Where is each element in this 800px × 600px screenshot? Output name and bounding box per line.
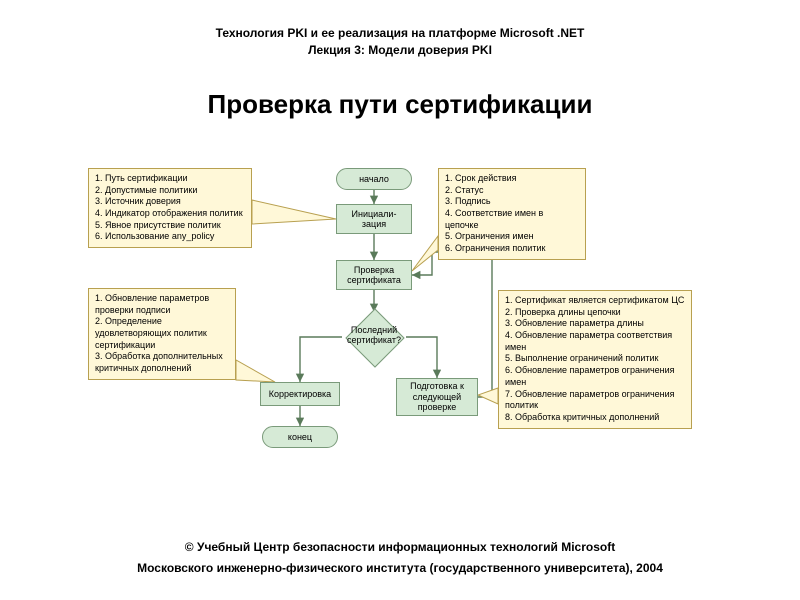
footer-line1: © Учебный Центр безопасности информацион…	[0, 537, 800, 559]
callout-init: 1. Путь сертификации 2. Допустимые полит…	[88, 168, 252, 248]
node-start-label: начало	[359, 174, 389, 184]
flowchart-canvas: начало Инициали- зация Проверка сертифик…	[0, 0, 800, 600]
node-check-label: Проверка сертификата	[347, 265, 401, 286]
node-start: начало	[336, 168, 412, 190]
callout-prepare: 1. Сертификат является сертификатом ЦС 2…	[498, 290, 692, 429]
callout-correct: 1. Обновление параметров проверки подпис…	[88, 288, 236, 380]
node-decision: Последний сертификат?	[340, 312, 408, 362]
node-correct: Корректировка	[260, 382, 340, 406]
node-end: конец	[262, 426, 338, 448]
node-decision-label: Последний сертификат?	[340, 326, 408, 346]
footer-line2: Московского инженерно-физического инстит…	[0, 558, 800, 580]
node-correct-label: Корректировка	[269, 389, 331, 399]
node-prepare: Подготовка к следующей проверке	[396, 378, 478, 416]
callout-check: 1. Срок действия 2. Статус 3. Подпись 4.…	[438, 168, 586, 260]
node-prepare-label: Подготовка к следующей проверке	[410, 381, 464, 412]
node-check: Проверка сертификата	[336, 260, 412, 290]
node-init-label: Инициали- зация	[352, 209, 397, 230]
node-end-label: конец	[288, 432, 312, 442]
node-init: Инициали- зация	[336, 204, 412, 234]
